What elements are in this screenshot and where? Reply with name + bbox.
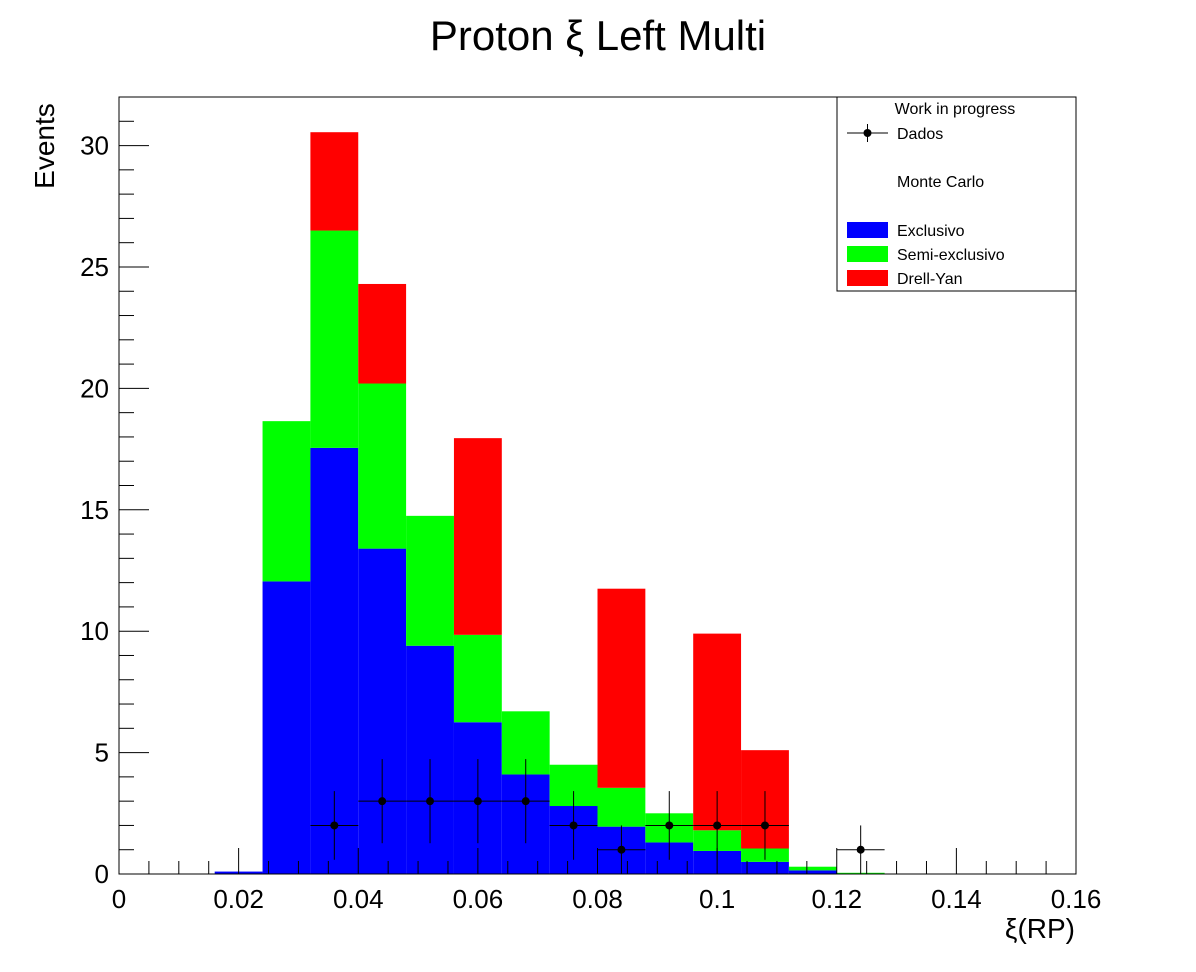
legend-drell-yan-swatch (847, 270, 888, 286)
legend-entry-dados: Dados (897, 126, 943, 143)
legend-entry-drell-yan: Drell-Yan (897, 271, 963, 288)
x-tick-label-2: 0.04 (333, 884, 384, 914)
bar-semi-exclusivo-3 (358, 383, 407, 549)
legend-exclusivo-swatch (847, 222, 888, 238)
bar-semi-exclusivo-8 (597, 787, 646, 827)
data-point-0 (330, 821, 339, 830)
legend-entry-semi-exclusivo: Semi-exclusivo (897, 247, 1005, 264)
data-point-5 (569, 821, 578, 830)
data-point-9 (760, 821, 769, 830)
x-tick-label-6: 0.12 (811, 884, 862, 914)
data-point-1 (378, 797, 387, 806)
bar-semi-exclusivo-5 (453, 634, 502, 723)
legend-entry-work-in-progress: Work in progress (895, 101, 1016, 118)
bar-exclusivo-1 (262, 581, 311, 874)
data-point-4 (521, 797, 530, 806)
data-point-2 (426, 797, 435, 806)
legend-semi-exclusivo-swatch (847, 246, 888, 262)
bar-drell-yan-3 (358, 283, 407, 384)
x-tick-label-5: 0.1 (699, 884, 735, 914)
y-tick-label-2: 10 (80, 616, 109, 646)
y-axis-label: Events (29, 103, 60, 189)
chart-title: Proton ξ Left Multi (430, 12, 766, 59)
x-tick-label-3: 0.06 (453, 884, 504, 914)
legend: Work in progress Dados Monte Carlo Exclu… (836, 96, 1077, 292)
bar-drell-yan-8 (597, 588, 646, 788)
bar-semi-exclusivo-1 (262, 421, 311, 582)
x-tick-label-8: 0.16 (1051, 884, 1102, 914)
x-tick-label-7: 0.14 (931, 884, 982, 914)
x-axis-label: ξ(RP) (1005, 913, 1075, 944)
x-tick-label-1: 0.02 (213, 884, 264, 914)
x-tick-label-0: 0 (112, 884, 126, 914)
y-tick-label-6: 30 (80, 131, 109, 161)
y-tick-label-4: 20 (80, 373, 109, 403)
legend-entry-exclusivo: Exclusivo (897, 223, 965, 240)
bar-exclusivo-12 (788, 870, 837, 874)
legend-entry-monte-carlo: Monte Carlo (897, 174, 984, 191)
y-tick-label-0: 0 (95, 859, 109, 889)
y-tick-label-1: 5 (95, 738, 109, 768)
histogram-bars (214, 132, 885, 874)
y-tick-label-3: 15 (80, 495, 109, 525)
bar-drell-yan-2 (310, 132, 359, 231)
y-tick-label-5: 25 (80, 252, 109, 282)
bar-drell-yan-5 (453, 438, 502, 635)
legend-dados-marker (863, 129, 872, 137)
data-point-3 (473, 797, 482, 806)
data-points (310, 759, 885, 874)
bar-semi-exclusivo-12 (788, 866, 837, 871)
data-point-7 (665, 821, 674, 830)
data-point-10 (856, 845, 865, 854)
data-point-6 (617, 845, 626, 854)
bar-semi-exclusivo-4 (406, 515, 454, 646)
data-point-8 (713, 821, 722, 830)
bar-exclusivo-11 (741, 861, 789, 874)
bar-semi-exclusivo-2 (310, 230, 359, 448)
axis-ticks: 0 0.02 0.04 0.06 0.08 0.1 0.12 0.14 0.16 0 5 10 15 20… (80, 96, 1102, 914)
x-tick-label-4: 0.08 (572, 884, 623, 914)
